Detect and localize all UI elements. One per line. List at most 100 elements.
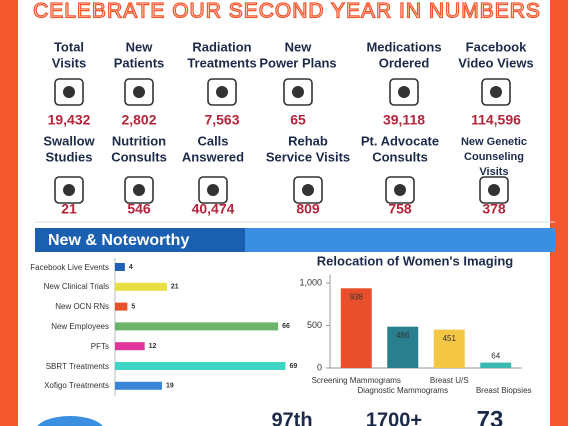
value-label: 486 (396, 331, 410, 340)
stat-label: New Genetic (461, 136, 527, 148)
section-title: New & Noteworthy (48, 232, 189, 249)
x-tick-label: Breast Biopsies (476, 386, 532, 395)
stat-value: 378 (482, 201, 506, 217)
y-tick-label: 500 (307, 320, 322, 330)
stat-value: 65 (290, 112, 306, 128)
icon (479, 176, 509, 204)
bar (480, 362, 512, 368)
stat-label: Service Visits (266, 149, 350, 164)
stat-label: New (285, 39, 313, 54)
stat-label: Patients (114, 55, 165, 70)
category-label: New Clinical Trials (43, 282, 109, 292)
footer-stat: 97th (271, 409, 312, 426)
stat-value: 546 (127, 201, 151, 217)
icon-detail (63, 184, 75, 196)
bar (115, 263, 125, 271)
stat-label: Video Views (458, 55, 533, 70)
stat-label: Power Plans (259, 55, 336, 70)
x-tick-label: Diagnostic Mammograms (357, 386, 448, 395)
icon (389, 78, 419, 106)
value-label: 64 (491, 352, 500, 361)
stat-label: Facebook (466, 39, 527, 54)
value-label: 19 (166, 383, 174, 390)
stat-label: Calls (197, 133, 228, 148)
stat-value: 7,563 (204, 112, 239, 128)
stat-label: Consults (372, 149, 428, 164)
value-label: 4 (129, 264, 133, 271)
category-label: New Employees (51, 321, 109, 331)
icon (54, 78, 84, 106)
icon-detail (133, 184, 145, 196)
stat-label: Rehab (288, 133, 328, 148)
footer-stat: 1700+ (366, 409, 422, 426)
icon-detail (207, 184, 219, 196)
bar (115, 342, 145, 351)
side-strip (550, 0, 568, 426)
x-tick-label: Breast U/S (430, 376, 469, 385)
value-label: 451 (443, 334, 457, 343)
side-strip (0, 0, 18, 426)
stat-label: Radiation (192, 39, 251, 54)
stat-label: Ordered (379, 55, 430, 70)
stat-label: Studies (46, 149, 93, 164)
stat-value: 758 (388, 201, 412, 217)
icon-detail (133, 86, 145, 98)
stat-value: 39,118 (383, 112, 425, 128)
stat-label: Pt. Advocate (361, 133, 439, 148)
chart-title: Relocation of Women's Imaging (317, 253, 513, 268)
category-label: SBRT Treatments (45, 361, 109, 371)
stat-label: Swallow (43, 133, 95, 148)
icon (283, 78, 313, 106)
icon (198, 176, 228, 204)
category-label: Xofigo Treatments (44, 381, 109, 391)
icon (481, 78, 511, 106)
bar (115, 362, 286, 370)
stat-label: Consults (111, 149, 167, 164)
icon (124, 78, 154, 106)
stat-label: Counseling (464, 151, 524, 163)
stat-value: 114,596 (471, 112, 521, 128)
bar (433, 329, 465, 368)
icon (124, 176, 154, 204)
icon-detail (63, 86, 75, 98)
footer-shape (37, 416, 103, 426)
icon (54, 176, 84, 204)
category-label: PFTs (90, 341, 109, 351)
bar (115, 322, 279, 331)
icon-detail (216, 86, 228, 98)
icon (385, 176, 415, 204)
icon-detail (398, 86, 410, 98)
stat-value: 2,802 (121, 112, 156, 128)
icon-detail (488, 184, 500, 196)
value-label: 21 (171, 284, 179, 291)
bar (340, 288, 372, 368)
value-label: 938 (350, 292, 364, 301)
value-label: 12 (149, 343, 157, 350)
value-label: 66 (282, 323, 290, 330)
bar (115, 381, 162, 390)
stat-label: New (126, 39, 154, 54)
stat-value: 21 (61, 201, 77, 217)
stat-value: 19,432 (48, 112, 91, 128)
category-label: New OCN RNs (55, 302, 109, 312)
icon-detail (292, 86, 304, 98)
icon-detail (302, 184, 314, 196)
bar (115, 282, 167, 291)
stat-label: Nutrition (112, 133, 166, 148)
icon (293, 176, 323, 204)
stat-value: 809 (296, 201, 320, 217)
y-tick-label: 0 (317, 362, 322, 372)
stat-label: Total (54, 39, 84, 54)
icon (207, 78, 237, 106)
stat-label: Visits (479, 166, 508, 178)
y-tick-label: 1,000 (299, 277, 322, 287)
x-tick-label: Screening Mammograms (312, 376, 401, 385)
category-label: Facebook Live Events (30, 262, 109, 272)
icon-detail (490, 86, 502, 98)
stat-label: Medications (366, 39, 441, 54)
icon-detail (394, 184, 406, 196)
band-dark (35, 228, 245, 252)
stat-label: Treatments (187, 55, 256, 70)
